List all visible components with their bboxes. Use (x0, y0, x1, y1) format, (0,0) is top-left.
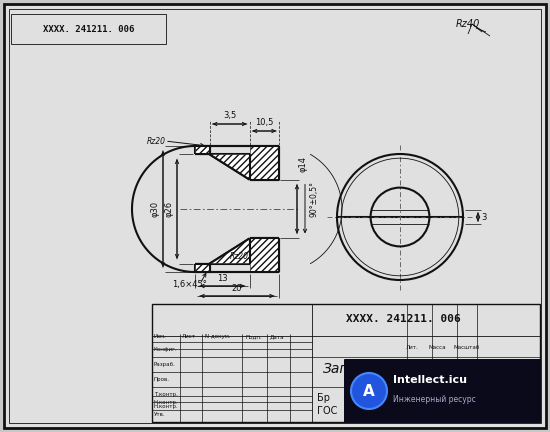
Text: Разраб.: Разраб. (154, 362, 176, 367)
Text: Масштаб: Масштаб (454, 345, 480, 350)
Text: Листов: Листов (456, 377, 477, 382)
Text: φ14: φ14 (299, 156, 308, 172)
Polygon shape (210, 238, 250, 264)
Text: N докум.: N докум. (205, 334, 230, 339)
Text: XXXX. 241211. 006: XXXX. 241211. 006 (346, 314, 461, 324)
Bar (152, 304, 540, 422)
Text: Подп.: Подп. (245, 334, 262, 339)
Text: Утв.: Утв. (154, 413, 166, 417)
Polygon shape (250, 238, 279, 272)
Text: Дата: Дата (270, 334, 285, 339)
Text: Rz20: Rz20 (230, 252, 249, 261)
Polygon shape (250, 146, 279, 180)
Polygon shape (195, 264, 210, 272)
Text: 3: 3 (481, 213, 486, 222)
Text: Rz20: Rz20 (147, 137, 166, 146)
Text: ГОС: ГОС (317, 407, 337, 416)
Text: 1,6×45°: 1,6×45° (173, 280, 207, 289)
Polygon shape (195, 146, 210, 154)
Text: Масса: Масса (428, 345, 446, 350)
Text: Заглушка: Заглушка (323, 362, 395, 376)
Text: Конфиг.: Конфиг. (154, 347, 178, 352)
Text: Лит.: Лит. (406, 345, 419, 350)
Text: Лист: Лист (182, 334, 196, 339)
Text: 20: 20 (232, 284, 242, 293)
Text: Intellect.icu: Intellect.icu (393, 375, 467, 385)
Text: Н.контр.: Н.контр. (154, 400, 179, 405)
Text: Бр: Бр (317, 394, 330, 403)
Text: 10,5: 10,5 (255, 118, 273, 127)
Text: A: A (363, 384, 375, 398)
Bar (11, 14, 166, 44)
Text: 3,5: 3,5 (223, 111, 236, 120)
Polygon shape (210, 154, 250, 180)
Text: Пров.: Пров. (154, 377, 170, 382)
Text: φ26: φ26 (164, 201, 173, 217)
Circle shape (351, 373, 387, 409)
Text: 4:1: 4:1 (511, 364, 529, 374)
Text: Изм.: Изм. (154, 334, 167, 339)
Text: 90°±0,5°: 90°±0,5° (309, 181, 318, 217)
FancyBboxPatch shape (344, 359, 541, 423)
Text: XXXX. 241211. 006: XXXX. 241211. 006 (43, 25, 135, 34)
Text: 13: 13 (217, 274, 228, 283)
Text: Лист: Лист (405, 377, 419, 382)
Text: Rz40: Rz40 (456, 19, 480, 29)
Text: Т.контр.: Т.контр. (154, 392, 178, 397)
Text: Инженерный ресурс: Инженерный ресурс (393, 396, 476, 404)
Text: φ30: φ30 (151, 201, 160, 217)
Text: Н.контр.: Н.контр. (154, 404, 179, 409)
